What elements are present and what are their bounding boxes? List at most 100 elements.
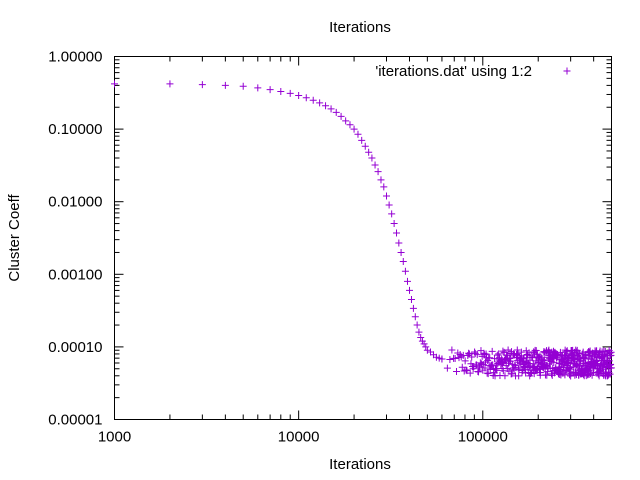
- data-point: [239, 82, 247, 90]
- data-point: [383, 192, 391, 200]
- data-point: [385, 201, 393, 209]
- data-point: [371, 161, 379, 169]
- data-point: [423, 346, 431, 354]
- data-point-tail: [537, 369, 545, 377]
- data-point: [390, 220, 398, 228]
- y-axis-label: Cluster Coeff: [6, 194, 23, 282]
- data-point: [309, 96, 317, 104]
- data-point: [266, 86, 274, 94]
- data-point-tail: [587, 370, 595, 378]
- data-point-tail: [461, 357, 469, 365]
- data-point: [365, 148, 373, 156]
- data-point: [407, 295, 415, 303]
- data-point: [302, 94, 310, 102]
- data-point-tail: [513, 346, 521, 354]
- data-point: [397, 248, 405, 256]
- data-point: [198, 81, 206, 89]
- data-point-tail: [495, 350, 503, 358]
- data-point-tail: [517, 348, 525, 356]
- data-point: [166, 80, 174, 88]
- data-point-tail: [491, 355, 499, 363]
- data-point: [332, 108, 340, 116]
- data-point-tail: [501, 372, 509, 380]
- data-point: [346, 121, 354, 129]
- y-tick-label: 0.00100: [48, 266, 102, 283]
- data-point-tail: [595, 372, 603, 380]
- data-points: [111, 80, 615, 380]
- data-point: [401, 267, 409, 275]
- data-point-tail: [466, 369, 474, 377]
- data-point: [350, 125, 358, 133]
- data-point: [415, 328, 423, 336]
- data-point: [358, 136, 366, 144]
- data-point-tail: [528, 354, 536, 362]
- data-point-tail: [475, 368, 483, 376]
- data-point: [322, 102, 330, 110]
- data-point-tail: [502, 355, 510, 363]
- data-point: [111, 80, 118, 88]
- data-point: [337, 112, 345, 120]
- legend-marker: [563, 67, 571, 75]
- data-point-tail: [478, 360, 486, 368]
- data-point-tail: [606, 370, 614, 378]
- data-point-tail: [484, 370, 492, 378]
- data-point-tail: [515, 372, 523, 380]
- data-point-tail: [515, 365, 523, 373]
- x-tick-label: 100000: [458, 429, 508, 446]
- data-point: [406, 286, 414, 294]
- data-point-tail: [544, 368, 552, 376]
- legend-label: 'iterations.dat' using 1:2: [375, 63, 532, 80]
- data-point-tail: [462, 366, 470, 374]
- y-tick-label: 0.01000: [48, 194, 102, 211]
- data-point-tail: [514, 350, 522, 358]
- data-point: [286, 89, 294, 97]
- data-point: [403, 277, 411, 285]
- data-point-tail: [486, 354, 494, 362]
- y-tick-label: 0.00010: [48, 339, 102, 356]
- data-point: [316, 99, 324, 107]
- x-tick-label: 1000: [98, 429, 131, 446]
- data-point-tail: [446, 356, 454, 364]
- axis-ticks: 1000 10000 100000 1.00000 0.10000 0.01000 0.00…: [48, 49, 612, 446]
- x-axis-label: Iterations: [329, 456, 391, 473]
- data-point-tail: [465, 349, 473, 357]
- y-tick-label: 1.00000: [48, 49, 102, 66]
- data-point-tail: [448, 346, 456, 354]
- y-tick-label: 0.00001: [48, 412, 102, 429]
- y-tick-label: 0.10000: [48, 121, 102, 138]
- legend: 'iterations.dat' using 1:2: [375, 63, 571, 80]
- data-point: [417, 333, 425, 341]
- data-point: [420, 340, 428, 348]
- data-point-tail: [438, 355, 446, 363]
- data-point-tail: [566, 364, 574, 372]
- data-point: [361, 142, 369, 150]
- data-point: [388, 210, 396, 218]
- data-point: [342, 117, 350, 125]
- data-point: [295, 92, 303, 100]
- data-point-tail: [588, 371, 596, 379]
- data-point-tail: [582, 372, 590, 380]
- data-point: [411, 313, 419, 321]
- data-point: [354, 130, 362, 138]
- data-point-tail: [499, 347, 507, 355]
- data-point: [395, 239, 403, 247]
- data-point: [374, 168, 382, 176]
- data-point: [422, 343, 430, 351]
- data-point-tail: [451, 354, 459, 362]
- legend-plus-icon: [563, 67, 571, 75]
- data-point: [327, 105, 335, 113]
- plot-area-border: [114, 56, 612, 420]
- data-point-tail: [482, 350, 490, 358]
- data-point: [399, 258, 407, 266]
- data-point: [393, 229, 401, 237]
- data-point-tail: [468, 353, 476, 361]
- data-point: [409, 304, 417, 312]
- data-point: [413, 321, 421, 329]
- data-point-tail: [476, 359, 484, 367]
- data-point-tail: [443, 364, 451, 372]
- chart-title: Iterations: [329, 19, 391, 36]
- x-tick-label: 10000: [278, 429, 320, 446]
- data-point-tail: [458, 363, 466, 371]
- data-point: [368, 154, 376, 162]
